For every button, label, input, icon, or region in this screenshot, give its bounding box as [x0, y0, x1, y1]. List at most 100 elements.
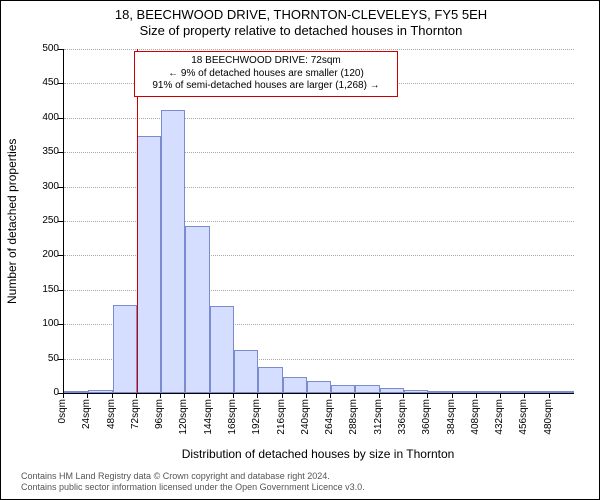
- y-tick-label: 300: [29, 182, 59, 192]
- y-tick-label: 450: [29, 78, 59, 88]
- chart-container: 18, BEECHWOOD DRIVE, THORNTON-CLEVELEYS,…: [0, 0, 600, 500]
- y-tick-mark: [58, 187, 63, 188]
- x-tick-label: 192sqm: [251, 399, 263, 435]
- x-tick-mark: [452, 393, 453, 398]
- y-tick-label: 50: [29, 354, 59, 364]
- x-tick-mark: [403, 393, 404, 398]
- y-tick-mark: [58, 324, 63, 325]
- chart-title-line2: Size of property relative to detached ho…: [1, 23, 600, 38]
- x-tick-label: 264sqm: [324, 399, 336, 435]
- attribution-line1: Contains HM Land Registry data © Crown c…: [21, 471, 365, 482]
- x-tick-mark: [87, 393, 88, 398]
- histogram-bar: [355, 385, 379, 393]
- histogram-bar: [210, 306, 234, 393]
- histogram-bar: [307, 381, 331, 393]
- x-tick-mark: [354, 393, 355, 398]
- histogram-bar: [501, 391, 525, 393]
- y-tick-label: 200: [29, 250, 59, 260]
- histogram-bar: [525, 391, 549, 393]
- annotation-line: 18 BEECHWOOD DRIVE: 72sqm: [141, 55, 391, 68]
- x-tick-label: 408sqm: [470, 399, 482, 435]
- x-tick-label: 24sqm: [81, 399, 93, 429]
- histogram-bar: [380, 388, 404, 393]
- y-tick-label: 500: [29, 44, 59, 54]
- x-tick-mark: [500, 393, 501, 398]
- x-axis-label: Distribution of detached houses by size …: [63, 447, 573, 461]
- histogram-bar: [453, 391, 477, 393]
- x-tick-label: 72sqm: [130, 399, 142, 429]
- histogram-bar: [113, 305, 137, 393]
- x-tick-mark: [63, 393, 64, 398]
- x-tick-label: 240sqm: [300, 399, 312, 435]
- reference-line: [137, 49, 138, 393]
- y-tick-mark: [58, 118, 63, 119]
- y-tick-label: 400: [29, 113, 59, 123]
- y-tick-mark: [58, 49, 63, 50]
- x-tick-label: 312sqm: [373, 399, 385, 435]
- gridline-h: [64, 49, 574, 50]
- x-tick-mark: [112, 393, 113, 398]
- x-tick-mark: [379, 393, 380, 398]
- x-tick-label: 144sqm: [203, 399, 215, 435]
- x-tick-label: 480sqm: [543, 399, 555, 435]
- x-tick-label: 168sqm: [227, 399, 239, 435]
- x-tick-label: 0sqm: [57, 399, 69, 423]
- x-tick-label: 384sqm: [446, 399, 458, 435]
- histogram-bar: [88, 390, 112, 393]
- attribution-text: Contains HM Land Registry data © Crown c…: [21, 471, 365, 493]
- y-tick-label: 250: [29, 216, 59, 226]
- annotation-line: 91% of semi-detached houses are larger (…: [141, 80, 391, 93]
- y-tick-mark: [58, 359, 63, 360]
- histogram-bar: [258, 367, 282, 393]
- plot-area: 18 BEECHWOOD DRIVE: 72sqm← 9% of detache…: [63, 49, 574, 394]
- x-tick-mark: [524, 393, 525, 398]
- y-tick-mark: [58, 83, 63, 84]
- x-tick-mark: [476, 393, 477, 398]
- histogram-bar: [477, 391, 501, 393]
- y-tick-mark: [58, 221, 63, 222]
- chart-title-line1: 18, BEECHWOOD DRIVE, THORNTON-CLEVELEYS,…: [1, 7, 600, 22]
- histogram-bar: [283, 377, 307, 394]
- x-tick-mark: [306, 393, 307, 398]
- histogram-bar: [64, 391, 88, 393]
- histogram-bar: [185, 226, 209, 393]
- x-tick-label: 432sqm: [494, 399, 506, 435]
- histogram-bar: [404, 390, 428, 393]
- x-tick-mark: [160, 393, 161, 398]
- x-tick-mark: [136, 393, 137, 398]
- x-tick-mark: [257, 393, 258, 398]
- histogram-bar: [331, 385, 355, 393]
- histogram-bar: [161, 110, 185, 393]
- y-tick-label: 0: [29, 388, 59, 398]
- x-tick-mark: [282, 393, 283, 398]
- x-tick-label: 360sqm: [421, 399, 433, 435]
- x-tick-mark: [184, 393, 185, 398]
- attribution-line2: Contains public sector information licen…: [21, 482, 365, 493]
- histogram-bar: [428, 391, 452, 393]
- x-tick-mark: [233, 393, 234, 398]
- annotation-line: ← 9% of detached houses are smaller (120…: [141, 68, 391, 81]
- y-tick-mark: [58, 152, 63, 153]
- x-tick-mark: [549, 393, 550, 398]
- x-tick-label: 216sqm: [276, 399, 288, 435]
- y-tick-label: 150: [29, 285, 59, 295]
- x-tick-label: 336sqm: [397, 399, 409, 435]
- histogram-bar: [550, 391, 574, 393]
- x-tick-label: 456sqm: [518, 399, 530, 435]
- y-tick-mark: [58, 290, 63, 291]
- x-tick-label: 48sqm: [106, 399, 118, 429]
- x-tick-mark: [209, 393, 210, 398]
- x-tick-label: 96sqm: [154, 399, 166, 429]
- y-tick-mark: [58, 255, 63, 256]
- histogram-bar: [137, 136, 161, 393]
- x-tick-label: 120sqm: [178, 399, 190, 435]
- y-tick-label: 100: [29, 319, 59, 329]
- gridline-h: [64, 118, 574, 119]
- x-tick-mark: [330, 393, 331, 398]
- x-tick-mark: [427, 393, 428, 398]
- y-tick-label: 350: [29, 147, 59, 157]
- y-axis-label: Number of detached properties: [5, 49, 21, 393]
- histogram-bar: [234, 350, 258, 393]
- annotation-box: 18 BEECHWOOD DRIVE: 72sqm← 9% of detache…: [134, 51, 398, 97]
- x-tick-label: 288sqm: [348, 399, 360, 435]
